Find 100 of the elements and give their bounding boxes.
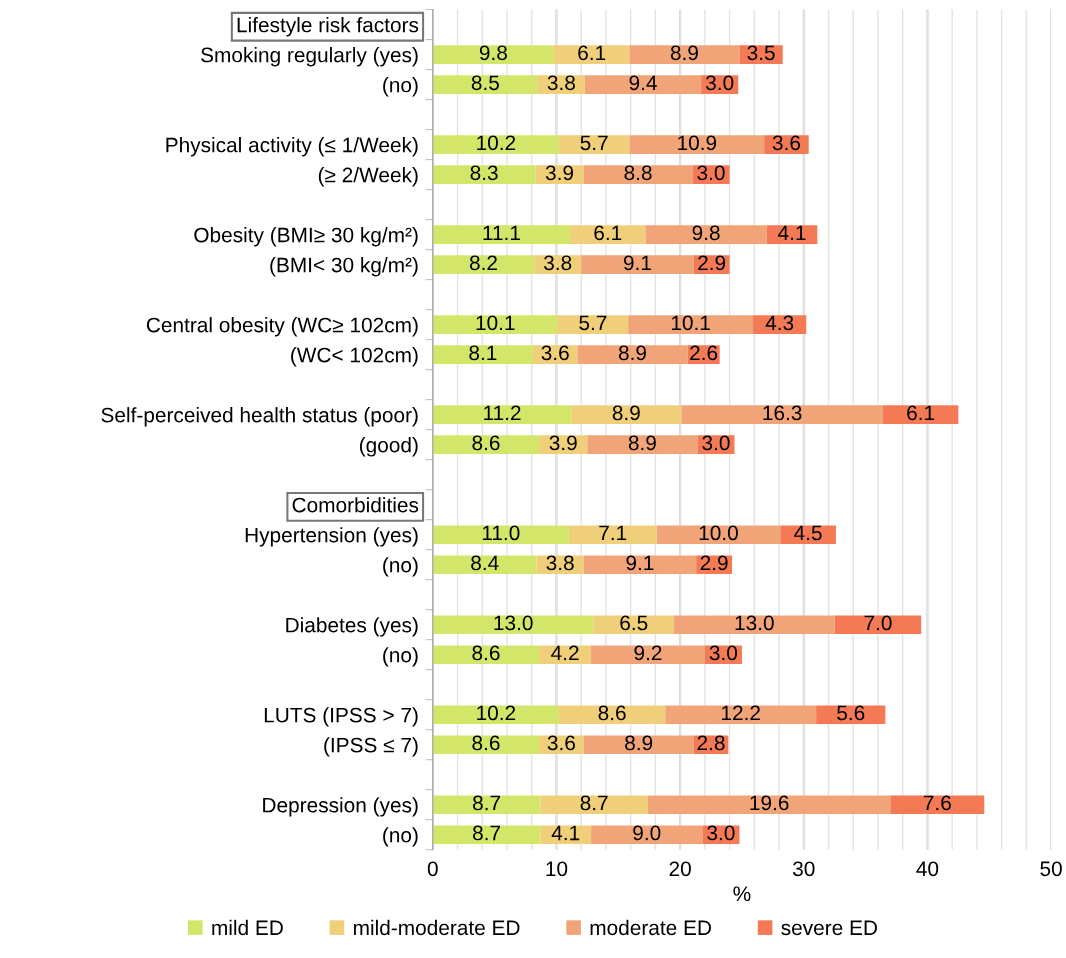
- legend-label: moderate ED: [590, 919, 711, 936]
- data-label: 8.6: [472, 645, 500, 661]
- y-tick-label: Central obesity (WC≥ 102cm): [146, 317, 418, 337]
- y-tick-label: (good): [359, 437, 418, 457]
- data-label: 9.1: [626, 555, 654, 571]
- data-label: 3.0: [697, 165, 725, 181]
- bar: [629, 45, 740, 64]
- data-label: 2.9: [700, 555, 728, 571]
- bar: [766, 225, 818, 244]
- bar: [432, 735, 540, 755]
- data-label: 10.0: [699, 525, 738, 541]
- y-tick-label: (no): [383, 557, 418, 577]
- legend-label: severe ED: [781, 920, 877, 936]
- bar: [432, 525, 569, 544]
- bar: [882, 405, 959, 424]
- x-tick-label: 30: [792, 861, 815, 877]
- bar: [432, 645, 540, 665]
- bar: [834, 615, 922, 634]
- x-axis-title: %: [733, 886, 751, 902]
- data-label: 7.6: [923, 795, 951, 811]
- data-label: 7.0: [864, 615, 892, 631]
- bar: [432, 165, 536, 184]
- x-tick-label: 20: [669, 861, 691, 877]
- y-tick-label: Physical activity (≤ 1/Week): [166, 137, 418, 157]
- bar: [570, 225, 646, 244]
- y-tick-label: Self-perceived health status (poor): [101, 407, 418, 427]
- bar: [647, 795, 891, 815]
- bar: [558, 135, 630, 154]
- data-label: 4.1: [551, 825, 580, 841]
- data-label: 11.2: [484, 405, 521, 421]
- bar: [558, 705, 666, 725]
- data-label: 3.6: [541, 345, 569, 361]
- data-label: 8.7: [580, 795, 608, 811]
- data-label: 3.0: [707, 825, 735, 841]
- bar: [571, 405, 682, 424]
- bar: [432, 75, 538, 94]
- x-tick-label: 10: [546, 861, 568, 877]
- data-label: 8.9: [618, 345, 646, 361]
- bar: [816, 705, 886, 725]
- y-tick-label: Smoking regularly (yes): [201, 47, 418, 67]
- data-label: 3.5: [747, 45, 775, 61]
- data-label: 11.0: [482, 525, 520, 541]
- bar: [539, 645, 592, 665]
- bar: [432, 315, 558, 334]
- data-label: 9.8: [692, 225, 720, 241]
- data-label: 6.1: [907, 405, 935, 421]
- data-label: 4.1: [778, 225, 806, 241]
- data-label: 9.8: [479, 45, 507, 61]
- data-label: 2.6: [690, 345, 718, 361]
- data-label: 8.6: [598, 705, 626, 721]
- y-tick-label: LUTS (IPSS > 7): [264, 707, 418, 727]
- bar: [583, 735, 694, 755]
- bar: [535, 165, 584, 184]
- data-label: 8.6: [472, 735, 500, 751]
- bar: [673, 615, 835, 634]
- data-label: 12.2: [722, 705, 760, 721]
- legend-label: mild ED: [212, 919, 283, 936]
- y-tick-label: Hypertension (yes): [245, 527, 418, 547]
- data-label: 4.2: [551, 645, 579, 661]
- bar: [780, 525, 836, 544]
- bar: [432, 825, 541, 845]
- data-label: 7.1: [599, 525, 627, 541]
- data-label: 11.1: [483, 225, 520, 241]
- bar: [629, 135, 765, 154]
- data-label: 8.8: [624, 165, 652, 181]
- x-tick-label: 50: [1040, 861, 1062, 877]
- y-tick-label: Depression (yes): [263, 797, 418, 817]
- data-label: 4.3: [765, 315, 794, 331]
- y-tick-label: (WC< 102cm): [291, 347, 418, 367]
- data-label: 6.5: [620, 615, 648, 631]
- data-label: 8.2: [469, 255, 497, 271]
- bar: [890, 795, 985, 815]
- data-label: 8.3: [470, 165, 498, 181]
- bar: [681, 405, 883, 424]
- bar: [432, 705, 559, 725]
- y-tick-label: (no): [383, 827, 418, 847]
- data-label: 3.6: [547, 735, 575, 751]
- data-label: 5.6: [837, 705, 865, 721]
- data-label: 19.6: [750, 795, 789, 811]
- data-label: 8.9: [628, 435, 656, 451]
- data-label: 16.3: [763, 405, 802, 421]
- data-label: 10.9: [678, 135, 717, 151]
- data-label: 8.4: [471, 555, 499, 571]
- data-label: 9.1: [623, 255, 651, 271]
- data-label: 2.9: [698, 255, 726, 271]
- bar: [583, 555, 697, 574]
- bar: [568, 525, 657, 544]
- data-label: 3.0: [702, 435, 730, 451]
- bar: [739, 45, 783, 64]
- y-tick-label: Diabetes (yes): [286, 617, 418, 637]
- data-label: 9.4: [629, 75, 657, 91]
- bar: [645, 225, 767, 244]
- bar: [587, 435, 698, 454]
- data-label: 3.8: [546, 555, 574, 571]
- data-label: 8.6: [472, 435, 500, 451]
- data-label: 10.1: [476, 315, 515, 331]
- y-tick-label: Obesity (BMI≥ 30 kg/m²): [194, 227, 418, 247]
- bar: [432, 615, 594, 634]
- data-label: 8.9: [625, 735, 653, 751]
- data-label: 10.2: [477, 705, 516, 721]
